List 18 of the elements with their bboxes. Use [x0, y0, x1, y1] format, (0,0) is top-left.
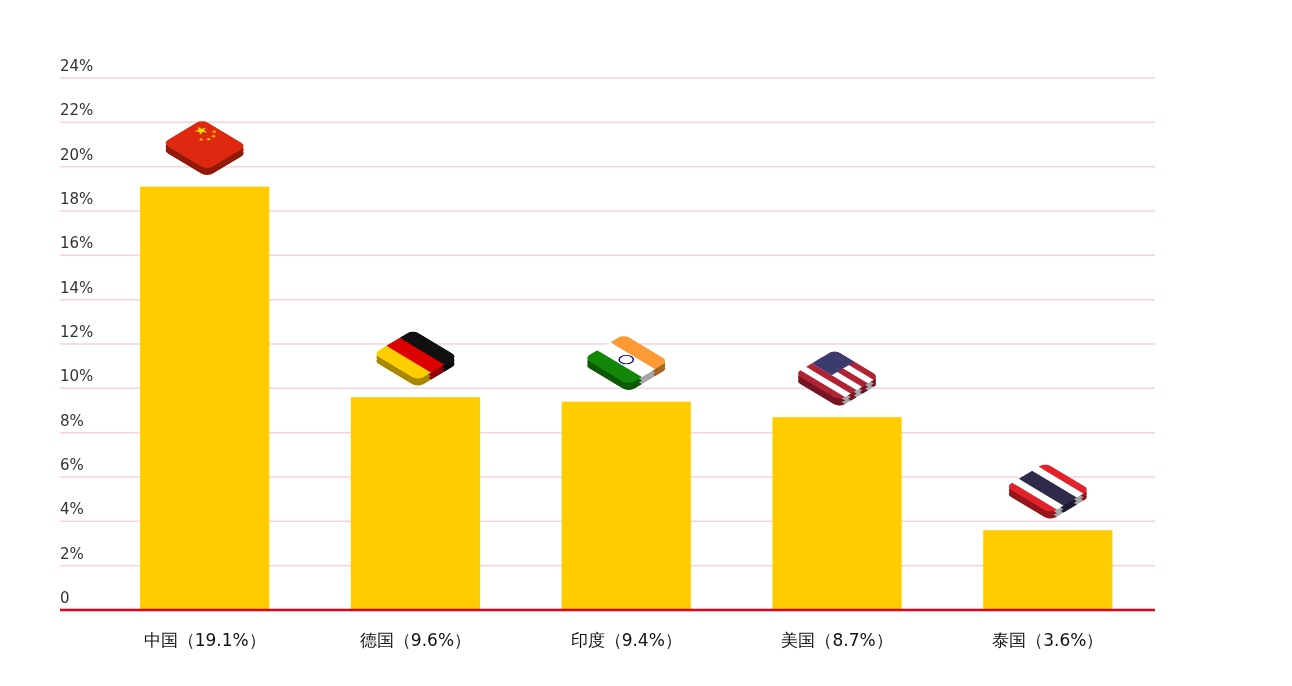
x-tick-label: 美国（8.7%）: [781, 630, 893, 650]
y-tick-label: 2%: [60, 544, 84, 563]
y-tick-label: 16%: [60, 234, 94, 253]
y-tick-label: 14%: [60, 278, 94, 297]
y-tick-label: 20%: [60, 145, 94, 164]
x-tick-label: 印度（9.4%）: [570, 630, 682, 650]
x-tick-label: 泰国（3.6%）: [992, 630, 1104, 650]
y-tick-label: 6%: [60, 456, 84, 474]
x-tick-label: 德国（9.6%）: [359, 630, 472, 650]
y-tick-label: 18%: [60, 190, 94, 208]
y-tick-label: 22%: [60, 101, 94, 120]
y-tick-label: 0: [60, 589, 70, 607]
y-tick-label: 4%: [60, 500, 84, 519]
y-tick-label: 8%: [60, 411, 84, 430]
x-tick-label: 中国（19.1%）: [143, 630, 266, 650]
y-tick-label: 12%: [60, 323, 94, 341]
y-tick-label: 24%: [60, 57, 94, 75]
y-tick-label: 10%: [60, 367, 94, 386]
